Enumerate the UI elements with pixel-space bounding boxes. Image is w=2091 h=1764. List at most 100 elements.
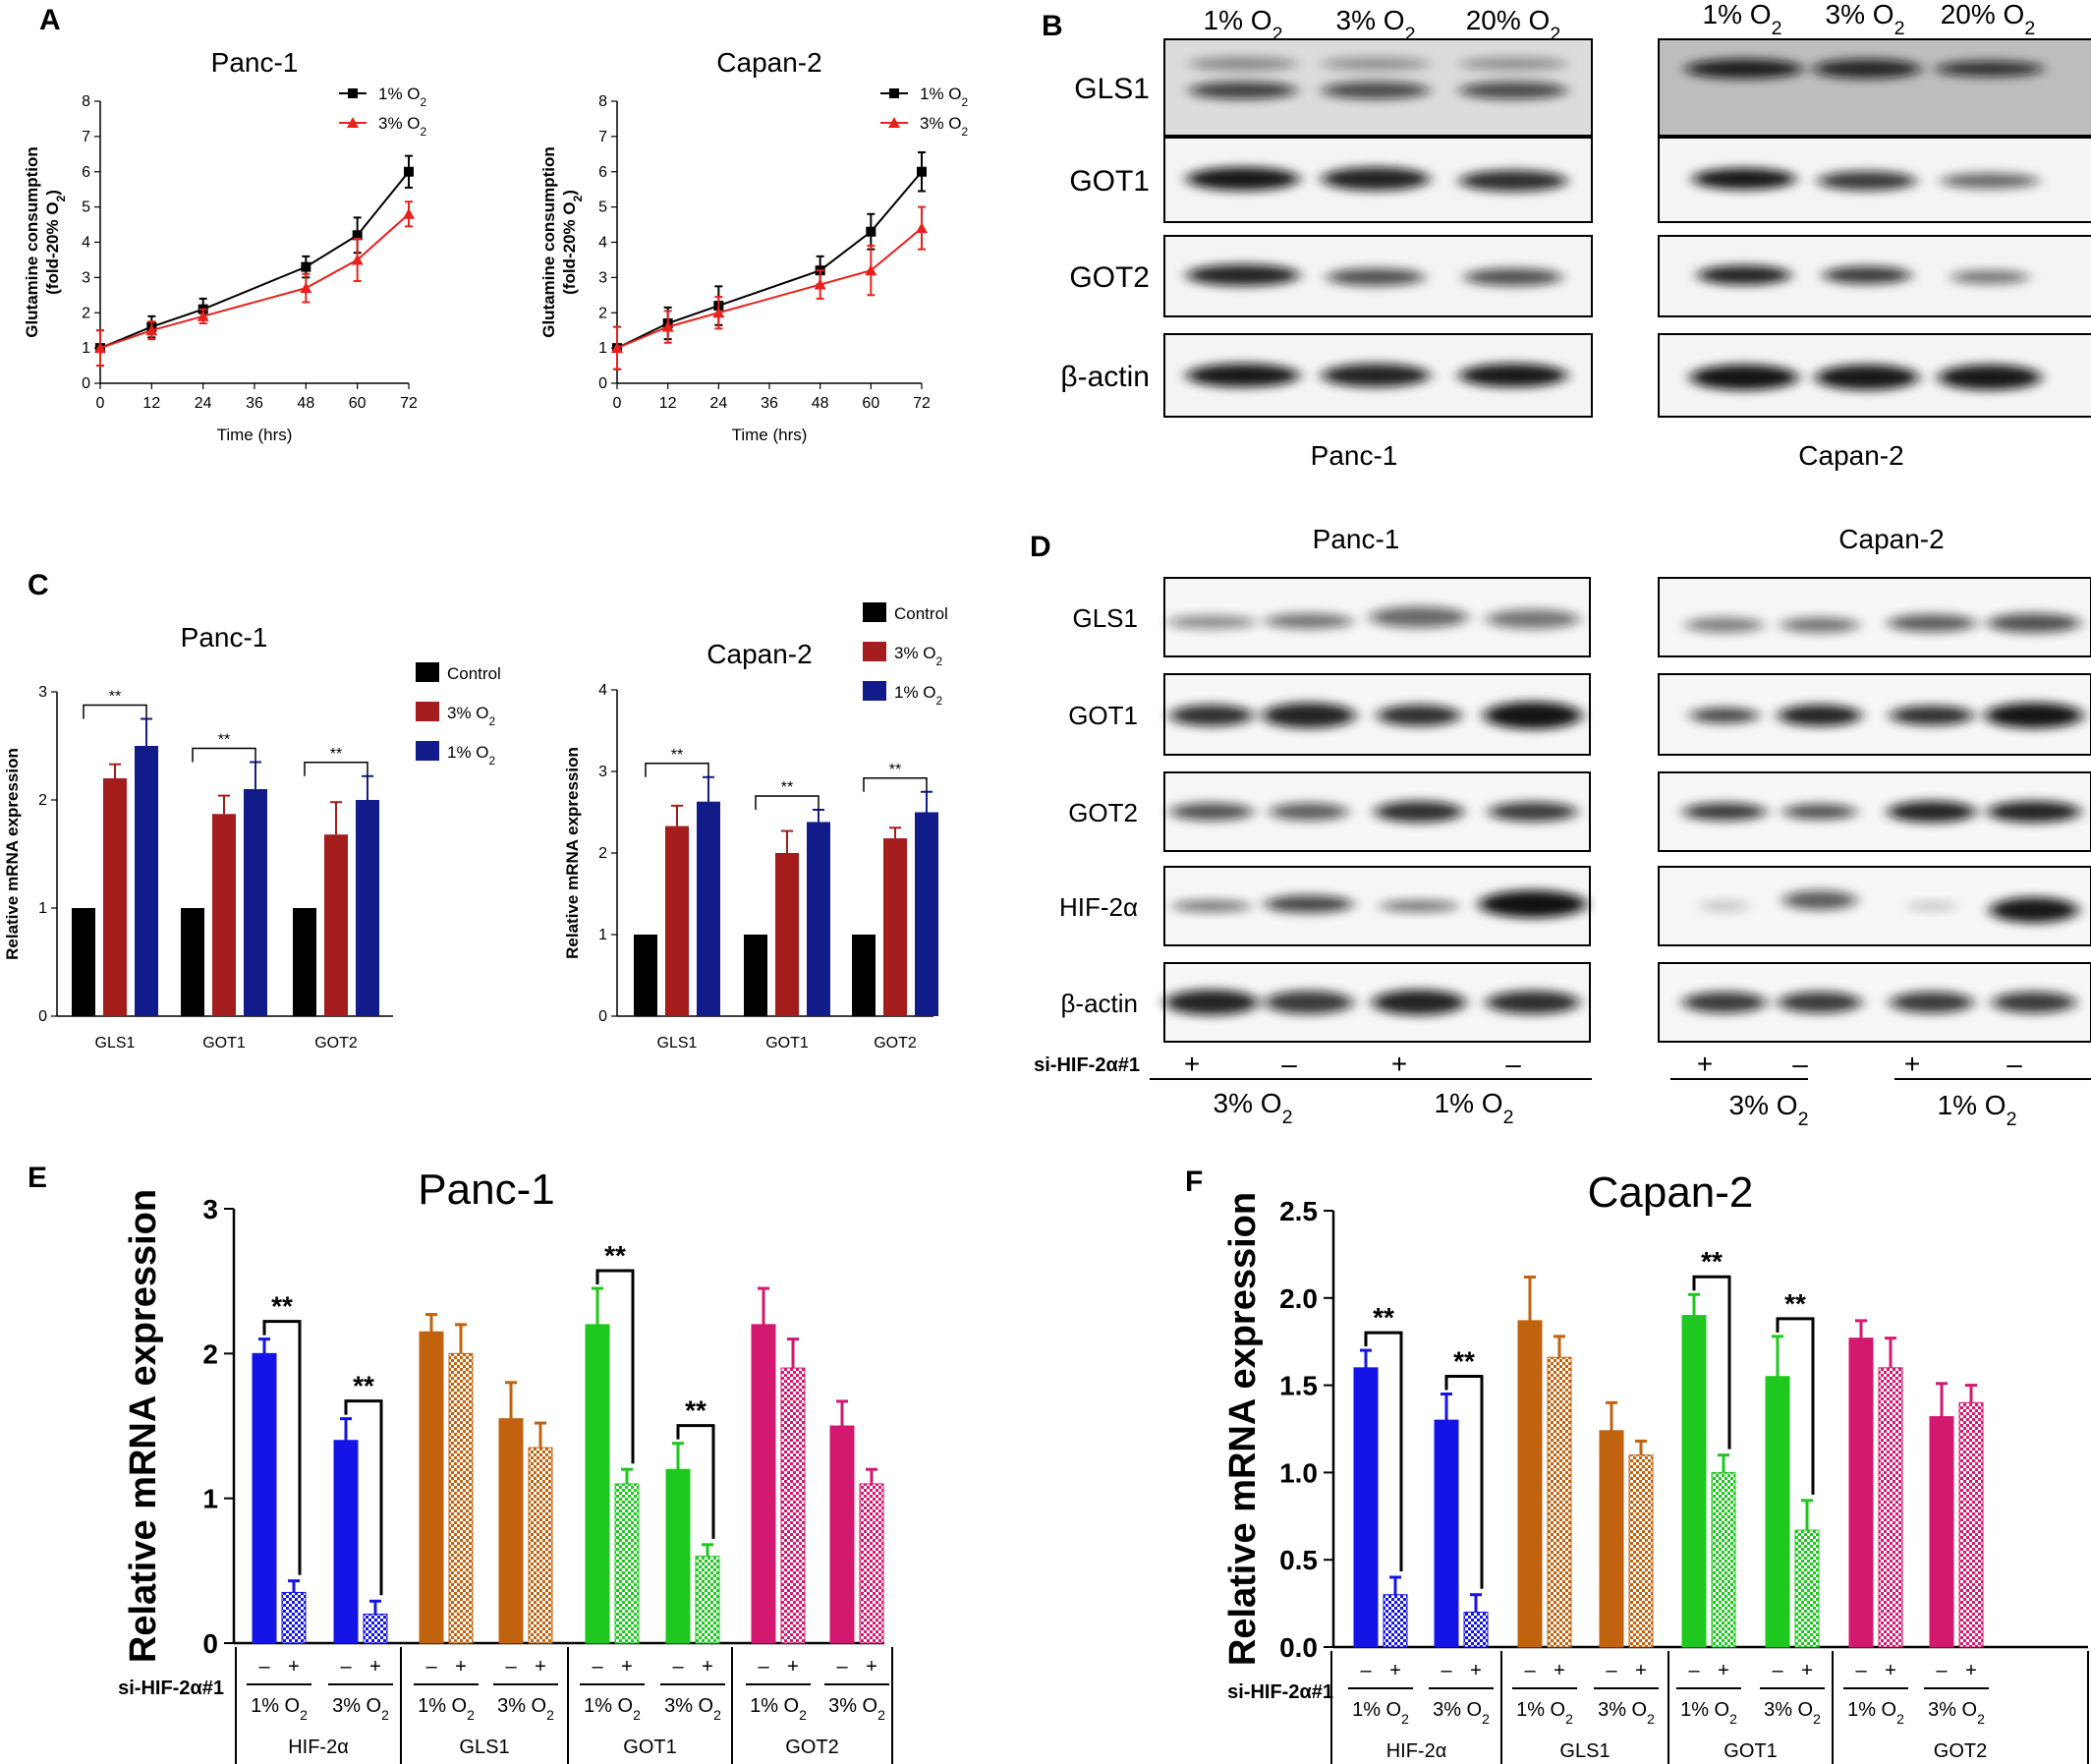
protein-band: [1778, 705, 1862, 726]
bar-checkered: [448, 1352, 474, 1644]
protein-band: [1697, 265, 1791, 285]
y-tick-label: 1: [82, 340, 90, 357]
sign-plus: +: [866, 1656, 877, 1678]
bar-solid: [829, 1425, 855, 1644]
legend-label-sub: 2: [962, 125, 969, 139]
legend-label-sub: 2: [936, 694, 943, 708]
x-tick-label: 60: [349, 395, 367, 412]
condition-label-sub: 2: [633, 1707, 641, 1723]
si-sign: –: [1505, 1049, 1521, 1079]
sign-plus: +: [1389, 1660, 1401, 1681]
condition-label-text: 3% O: [1433, 1699, 1482, 1721]
legend-label-sub: 2: [489, 714, 496, 728]
bar: [744, 935, 767, 1016]
bar: [293, 908, 316, 1016]
y-tick-label: 0: [38, 1008, 47, 1025]
significance-bracket: [1776, 1317, 1815, 1495]
condition-label: 3% O2: [1928, 1699, 1985, 1727]
bar-checkered: [695, 1556, 720, 1644]
legend-label-sub: 2: [936, 654, 943, 668]
condition-label: 1% O2: [1516, 1699, 1573, 1727]
gene-label: HIF-2α: [288, 1736, 349, 1758]
cell-line-label: Capan-2: [1798, 440, 1903, 471]
protein-band: [1818, 171, 1916, 191]
protein-band: [1685, 617, 1764, 633]
y-tick-label: 0: [598, 375, 607, 392]
group-label-text: 3% O: [1729, 1090, 1798, 1120]
protein-band: [1186, 364, 1300, 387]
condition-label-text: 1% O: [584, 1695, 633, 1717]
y-tick-label: 7: [598, 129, 607, 145]
significance-label: **: [1784, 1288, 1806, 1319]
protein-band: [1370, 606, 1468, 628]
condition-label-sub: 2: [799, 1707, 807, 1723]
legend-label-text: 3% O: [447, 704, 489, 722]
significance-label: **: [1701, 1246, 1723, 1277]
data-point-triangle: [94, 342, 106, 354]
condition-label-text: 3% O: [1764, 1699, 1813, 1721]
x-axis-label: Time (hrs): [217, 426, 293, 444]
sign-plus: +: [1635, 1660, 1647, 1681]
condition-label-text: 1% O: [750, 1695, 799, 1717]
bar-checkered: [1383, 1594, 1408, 1648]
y-tick-label: 1: [202, 1484, 218, 1514]
bar: [883, 838, 907, 1016]
category-label: GOT1: [765, 1035, 809, 1052]
bar: [775, 853, 799, 1016]
group-label-text: 1% O: [1938, 1090, 2006, 1120]
protein-label: β-actin: [1060, 361, 1150, 393]
bar-checkered: [859, 1483, 884, 1644]
protein-band: [1990, 897, 2078, 923]
si-label: si-HIF-2α#1: [118, 1678, 224, 1699]
y-axis-label-line2-close: ): [560, 190, 579, 196]
x-tick-label: 36: [761, 395, 778, 412]
bar-solid: [1681, 1315, 1707, 1648]
condition-label-sub: 2: [1977, 1711, 1985, 1727]
y-tick-label: 3: [82, 269, 90, 286]
condition-label: 1% O2: [1680, 1699, 1737, 1727]
condition-label-sub: 2: [877, 1707, 885, 1723]
condition-label-text: 1% O: [1352, 1699, 1401, 1721]
protein-band: [1890, 706, 1974, 725]
protein-band: [1327, 268, 1425, 286]
y-tick-label: 7: [82, 129, 90, 145]
sign-minus: –: [672, 1656, 684, 1678]
sign-minus: –: [1606, 1660, 1617, 1681]
sign-plus: +: [1801, 1660, 1813, 1681]
bar-checkered: [1958, 1401, 1984, 1648]
x-tick-label: 72: [400, 395, 418, 412]
condition-label: 1% O2: [1352, 1699, 1409, 1727]
x-tick-label: 36: [246, 395, 263, 412]
significance-label: **: [1373, 1302, 1394, 1333]
y-tick-label: 2.5: [1279, 1196, 1318, 1226]
significance-label: **: [218, 732, 230, 749]
bar-solid: [585, 1324, 610, 1644]
group-label-sub: 2: [1503, 1107, 1514, 1128]
protein-band: [1985, 703, 2083, 728]
condition-label-text: 1% O: [1680, 1699, 1729, 1721]
si-sign: –: [2006, 1049, 2022, 1079]
legend-label: 3% O2: [920, 114, 969, 139]
significance-bracket: [262, 1320, 302, 1575]
condition-label-text: 3% O: [1598, 1699, 1647, 1721]
series-line-1: [616, 227, 923, 350]
lane-label-text: 20% O: [1466, 5, 1551, 35]
y-axis-label-line1: Glutamine consumption: [23, 146, 41, 338]
significance-label: **: [781, 779, 793, 796]
bar-checkered: [281, 1591, 307, 1644]
gene-label: GOT2: [785, 1736, 838, 1758]
y-tick-label: 0: [202, 1628, 218, 1659]
panel-letter-c: C: [28, 569, 49, 601]
significance-bracket: [676, 1424, 715, 1539]
condition-label-sub: 2: [300, 1707, 308, 1723]
protein-band: [1685, 59, 1803, 79]
legend-swatch: [416, 702, 439, 721]
significance-bracket: [595, 1269, 635, 1464]
bar: [72, 908, 95, 1016]
legend-label-text: 1% O: [378, 85, 421, 103]
gene-label: GOT2: [1934, 1740, 1987, 1762]
legend-marker: [889, 88, 899, 98]
significance-bracket: [755, 795, 819, 811]
